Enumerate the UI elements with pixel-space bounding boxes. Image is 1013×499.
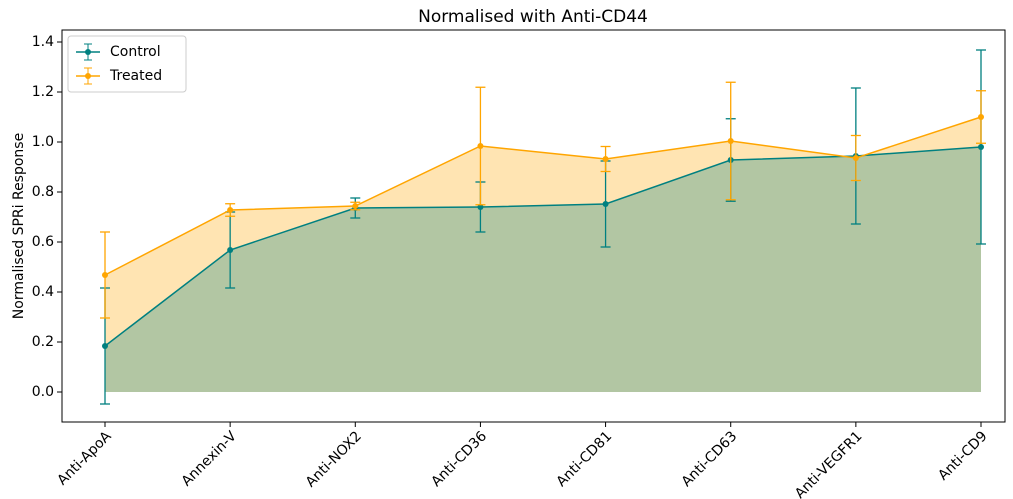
point <box>227 207 234 213</box>
legend-marker <box>85 73 91 79</box>
point <box>978 144 984 150</box>
x-tick-label: Annexin-V <box>179 428 240 489</box>
point <box>102 343 108 349</box>
y-tick-label: 1.0 <box>32 134 54 150</box>
point <box>102 272 108 278</box>
point <box>477 204 484 210</box>
legend-label: Treated <box>109 68 162 84</box>
y-tick-label: 0.6 <box>32 234 54 250</box>
y-tick-label: 0.0 <box>32 384 54 400</box>
y-tick-label: 0.8 <box>32 184 54 200</box>
area <box>105 117 981 392</box>
point <box>727 138 734 144</box>
y-tick-label: 1.2 <box>32 84 54 100</box>
x-tick-label: Anti-VEGFR1 <box>792 428 866 499</box>
point <box>477 143 484 149</box>
point <box>352 203 359 209</box>
point <box>602 201 609 207</box>
line <box>104 116 982 276</box>
y-tick-label: 0.4 <box>32 284 54 300</box>
x-tick-label: Anti-NOX2 <box>303 428 365 490</box>
x-tick-label: Anti-CD63 <box>679 428 741 490</box>
area <box>105 147 981 392</box>
y-axis-label: Normalised SPRi Response <box>11 133 27 319</box>
legend-marker <box>85 49 91 55</box>
x-tick-label: Anti-CD9 <box>935 428 990 483</box>
x-tick-label: Anti-ApoA <box>54 428 115 489</box>
chart-title: Normalised with Anti-CD44 <box>418 7 648 27</box>
legend-label: Control <box>110 44 161 60</box>
point <box>227 247 234 253</box>
point <box>602 156 609 162</box>
point <box>978 114 984 120</box>
y-tick-label: 1.4 <box>32 34 54 50</box>
line <box>104 146 982 347</box>
point <box>852 155 859 161</box>
y-tick-label: 0.2 <box>32 334 54 350</box>
x-tick-label: Anti-CD81 <box>554 428 616 490</box>
plot-frame <box>61 29 1006 423</box>
x-tick-label: Anti-CD36 <box>428 428 490 490</box>
legend-box <box>67 35 187 93</box>
